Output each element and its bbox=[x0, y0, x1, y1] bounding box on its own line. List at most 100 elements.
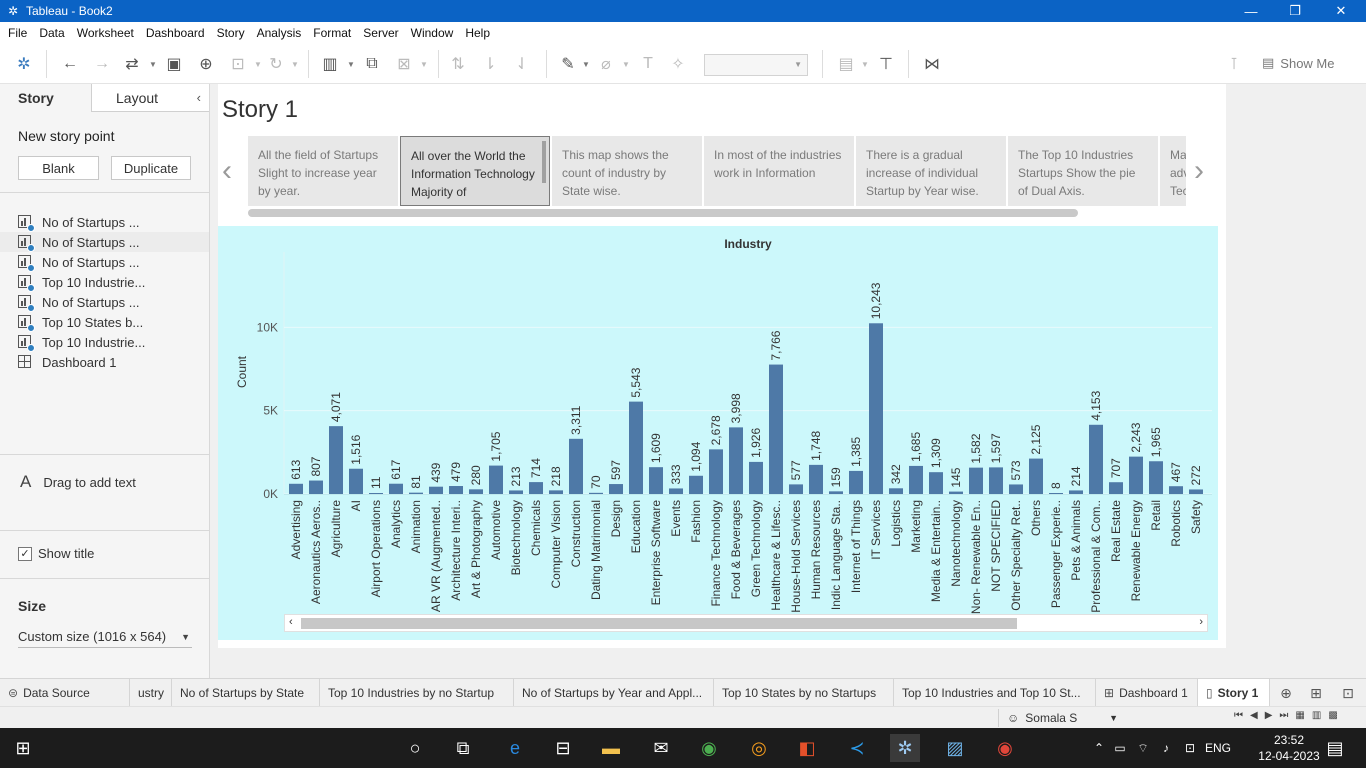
last-sheet-icon[interactable]: ⏭ bbox=[1279, 710, 1289, 721]
menu-help[interactable]: Help bbox=[465, 26, 490, 40]
store-icon[interactable]: ⊟ bbox=[555, 737, 571, 758]
wifi-icon[interactable]: ⌔ bbox=[1137, 740, 1149, 755]
share-icon[interactable]: ⋈ bbox=[924, 56, 940, 73]
previous-story-point-icon[interactable]: ‹ bbox=[222, 154, 232, 187]
tray-expand-icon[interactable]: ⌃ bbox=[1093, 741, 1105, 755]
office-icon[interactable]: ◧ bbox=[798, 737, 816, 758]
save-icon[interactable]: ▣ bbox=[166, 56, 182, 73]
tableau-taskbar-icon[interactable]: ✲ bbox=[890, 734, 920, 762]
show-title-checkbox[interactable]: ✓ Show title bbox=[18, 546, 94, 561]
refresh-icon[interactable]: ↻ bbox=[269, 56, 283, 73]
notification-app-icon[interactable]: ⊡ bbox=[1184, 741, 1196, 755]
sheet-item[interactable]: No of Startups ... bbox=[0, 212, 209, 232]
menu-window[interactable]: Window bbox=[410, 26, 454, 40]
new-worksheet-caret-icon[interactable]: ▼ bbox=[347, 60, 355, 69]
format-painter-icon[interactable]: ⊺ bbox=[1229, 56, 1239, 73]
menu-story[interactable]: Story bbox=[216, 26, 245, 40]
chrome-profile-icon[interactable]: ◉ bbox=[997, 737, 1013, 758]
tab-story[interactable]: Story bbox=[0, 84, 92, 112]
chrome-icon[interactable]: ◉ bbox=[701, 737, 717, 758]
next-sheet-icon[interactable]: ▶ bbox=[1264, 710, 1273, 721]
menu-server[interactable]: Server bbox=[363, 26, 399, 40]
new-worksheet-icon[interactable]: ▥ bbox=[322, 56, 338, 73]
menu-file[interactable]: File bbox=[8, 26, 28, 40]
group-members-icon[interactable]: ⌀ bbox=[601, 56, 611, 73]
tab-story-1[interactable]: ▯ Story 1 bbox=[1198, 679, 1270, 707]
language-indicator[interactable]: ENG bbox=[1204, 741, 1231, 755]
tab-sheet[interactable]: Top 10 Industries and Top 10 St... bbox=[894, 679, 1096, 707]
show-me-button[interactable]: ▤ Show Me bbox=[1262, 55, 1335, 71]
drag-to-add-text[interactable]: A Drag to add text bbox=[20, 472, 136, 491]
menu-analysis[interactable]: Analysis bbox=[256, 26, 302, 40]
filmstrip-view-icon[interactable]: ▦ bbox=[1295, 710, 1305, 721]
replay-caret-icon[interactable]: ▼ bbox=[149, 60, 157, 69]
sheet-item[interactable]: Top 10 Industrie... bbox=[0, 272, 209, 292]
task-view-icon[interactable]: ⧉ bbox=[456, 737, 470, 758]
first-sheet-icon[interactable]: ⏮ bbox=[1234, 710, 1243, 721]
grid-view-icon[interactable]: ▩ bbox=[1328, 710, 1338, 721]
fix-axes-icon[interactable]: ✧ bbox=[671, 56, 685, 73]
story-point-active[interactable]: All over the World the Information Techn… bbox=[400, 136, 550, 206]
minimize-button[interactable]: — bbox=[1244, 3, 1258, 19]
photos-icon[interactable]: ▨ bbox=[946, 737, 964, 758]
menu-dashboard[interactable]: Dashboard bbox=[145, 26, 205, 40]
new-story-tab-icon[interactable]: ⊡ bbox=[1342, 684, 1354, 701]
sheet-item[interactable]: No of Startups ... bbox=[0, 232, 209, 252]
restore-button[interactable]: ❐ bbox=[1289, 3, 1301, 18]
size-dropdown[interactable]: Custom size (1016 x 564) ▼ bbox=[18, 626, 192, 648]
scroll-left-icon[interactable]: ‹ bbox=[289, 616, 293, 628]
sort-descending-icon[interactable]: ⇃ bbox=[515, 56, 529, 73]
story-point[interactable]: There is a gradual increase of individua… bbox=[856, 136, 1006, 206]
system-clock[interactable]: 23:52 12-04-2023 bbox=[1258, 732, 1320, 764]
sheet-item[interactable]: No of Startups ... bbox=[0, 292, 209, 312]
prev-sheet-icon[interactable]: ◀ bbox=[1250, 710, 1258, 721]
menu-format[interactable]: Format bbox=[313, 26, 352, 40]
windows-start-icon[interactable]: ⊞ bbox=[15, 737, 31, 758]
clear-sheet-icon[interactable]: ⊠ bbox=[397, 56, 411, 73]
highlight-icon[interactable]: ✎ bbox=[561, 56, 575, 73]
battery-icon[interactable]: ▭ bbox=[1114, 741, 1126, 755]
show-mark-labels-icon[interactable]: T bbox=[643, 55, 653, 72]
story-title[interactable]: Story 1 bbox=[222, 96, 299, 123]
fit-dropdown[interactable]: ▼ bbox=[704, 54, 808, 76]
duplicate-button[interactable]: Duplicate bbox=[111, 156, 191, 180]
story-point-scrollbar[interactable] bbox=[248, 209, 1078, 217]
sheet-item[interactable]: Top 10 Industrie... bbox=[0, 332, 209, 352]
new-worksheet-tab-icon[interactable]: ⊕ bbox=[1280, 684, 1292, 701]
sheet-item[interactable]: Top 10 States b... bbox=[0, 312, 209, 332]
vscode-icon[interactable]: ≺ bbox=[849, 737, 865, 758]
story-point[interactable]: Ma adv Tec bbox=[1160, 136, 1186, 206]
tab-sheet[interactable]: Top 10 Industries by no Startup bbox=[320, 679, 514, 707]
story-point[interactable]: All the field of Startups Slight to incr… bbox=[248, 136, 398, 206]
scrollbar-thumb[interactable] bbox=[301, 618, 1017, 629]
menu-data[interactable]: Data bbox=[39, 26, 65, 40]
highlight-caret-icon[interactable]: ▼ bbox=[582, 60, 590, 69]
tab-sheet[interactable]: No of Startups by Year and Appl... bbox=[514, 679, 714, 707]
mail-icon[interactable]: ✉ bbox=[653, 737, 669, 758]
clear-caret-icon[interactable]: ▼ bbox=[420, 60, 428, 69]
checkbox-checked-icon[interactable]: ✓ bbox=[18, 546, 32, 561]
tab-layout[interactable]: Layout bbox=[92, 84, 209, 112]
pause-updates-icon[interactable]: ⊡ bbox=[231, 56, 245, 73]
story-point[interactable]: This map shows the count of industry by … bbox=[552, 136, 702, 206]
blank-button[interactable]: Blank bbox=[18, 156, 99, 180]
sort-ascending-icon[interactable]: ⇂ bbox=[483, 56, 497, 73]
next-story-point-icon[interactable]: › bbox=[1194, 154, 1204, 187]
collapse-pane-icon[interactable]: ‹ bbox=[196, 90, 201, 105]
show-cards-caret-icon[interactable]: ▼ bbox=[861, 60, 869, 69]
tab-data-source[interactable]: ⊜ Data Source bbox=[0, 679, 130, 707]
scroll-right-icon[interactable]: › bbox=[1199, 616, 1203, 628]
tab-view-icon[interactable]: ▥ bbox=[1311, 710, 1322, 721]
close-button[interactable]: ✕ bbox=[1335, 3, 1347, 18]
story-point[interactable]: In most of the industries work in Inform… bbox=[704, 136, 854, 206]
brave-icon[interactable]: ◎ bbox=[751, 737, 767, 758]
tableau-home-icon[interactable]: ✲ bbox=[17, 56, 31, 73]
refresh-caret-icon[interactable]: ▼ bbox=[291, 60, 299, 69]
new-data-source-icon[interactable]: ⊕ bbox=[199, 56, 213, 73]
duplicate-sheet-icon[interactable]: ⧉ bbox=[366, 55, 378, 72]
volume-icon[interactable]: ♪ bbox=[1163, 741, 1169, 755]
show-cards-icon[interactable]: ▤ bbox=[838, 56, 854, 73]
tab-sheet[interactable]: ustry bbox=[130, 679, 172, 707]
group-caret-icon[interactable]: ▼ bbox=[622, 60, 630, 69]
sheet-item[interactable]: No of Startups ... bbox=[0, 252, 209, 272]
